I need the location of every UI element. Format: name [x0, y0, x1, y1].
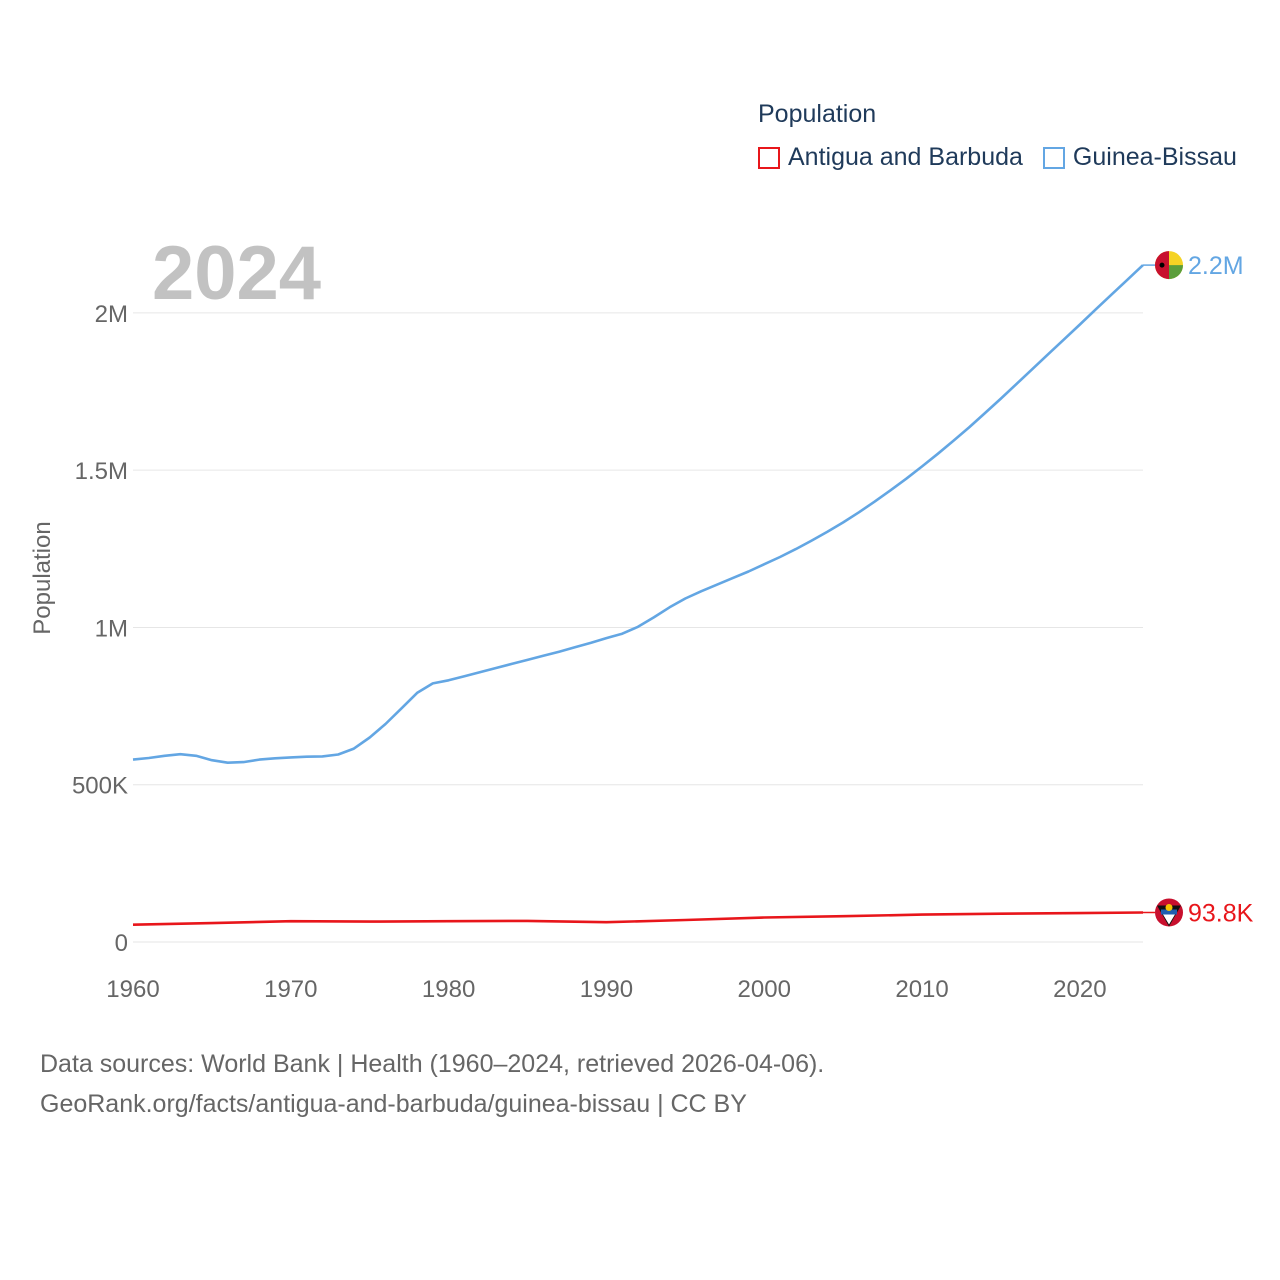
source-line-2: GeoRank.org/facts/antigua-and-barbuda/gu…: [40, 1090, 747, 1118]
flag-white: [1163, 914, 1175, 925]
y-tick-label: 0: [115, 930, 128, 957]
legend-swatch-antigua: [758, 146, 780, 169]
series-lines: [132, 264, 1144, 926]
x-axis-ticks: 1960 1970 1980 1990 2000 2010 2020: [106, 976, 1106, 1003]
flag-star: [1159, 262, 1165, 268]
x-tick-label: 1960: [106, 976, 159, 1003]
y-tick-label: 1M: [95, 615, 128, 642]
legend: Population Antigua and Barbuda Guinea-Bi…: [758, 100, 1257, 172]
flag-icon: [1155, 251, 1183, 280]
y-tick-label: 2M: [95, 301, 128, 328]
series-line-antigua-and-barbuda: [132, 911, 1144, 926]
source-note: Data sources: World Bank | Health (1960–…: [40, 1044, 824, 1124]
x-tick-label: 1970: [264, 976, 317, 1003]
legend-label-antigua: Antigua and Barbuda: [788, 143, 1023, 171]
y-axis-ticks: 0 500K 1M 1.5M 2M: [72, 301, 128, 957]
end-markers: 2.2M 93.8K: [1143, 251, 1254, 927]
x-tick-label: 2020: [1053, 976, 1106, 1003]
series-line-guinea-bissau: [132, 264, 1144, 765]
legend-title: Population: [758, 100, 877, 128]
legend-item-antigua[interactable]: Antigua and Barbuda: [758, 143, 1023, 172]
x-tick-label: 2010: [895, 976, 948, 1003]
y-axis-label: Population: [29, 521, 56, 634]
legend-swatch-guinea-bissau: [1042, 146, 1065, 169]
flag-green: [1169, 265, 1183, 280]
flag-blue: [1161, 909, 1177, 915]
legend-item-guinea-bissau[interactable]: Guinea-Bissau: [1042, 143, 1237, 172]
x-tick-label: 2000: [738, 976, 791, 1003]
end-value-label: 93.8K: [1188, 899, 1254, 927]
flag-sun: [1165, 903, 1173, 911]
source-line-1: Data sources: World Bank | Health (1960–…: [40, 1050, 825, 1078]
x-tick-label: 1980: [422, 976, 475, 1003]
legend-label-guinea-bissau: Guinea-Bissau: [1072, 143, 1237, 171]
year-label: 2024: [152, 231, 322, 316]
y-tick-label: 1.5M: [75, 458, 128, 485]
y-tick-label: 500K: [72, 773, 128, 800]
x-tick-label: 1990: [580, 976, 633, 1003]
flag-icon: [1155, 898, 1183, 927]
end-value-label: 2.2M: [1188, 252, 1244, 280]
